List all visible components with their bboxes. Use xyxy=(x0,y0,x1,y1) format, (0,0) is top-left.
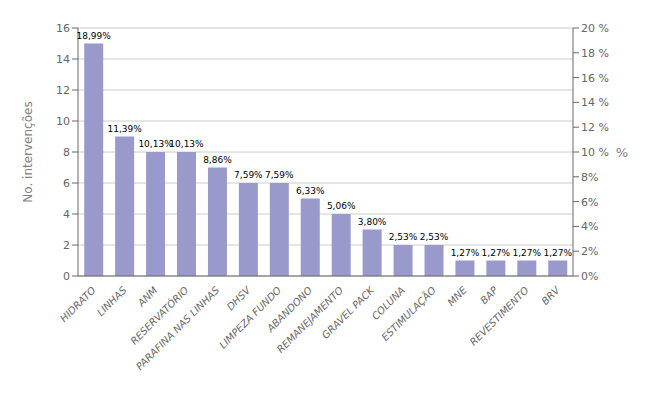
svg-text:18,99%: 18,99% xyxy=(77,31,112,41)
svg-text:6%: 6% xyxy=(581,196,598,209)
svg-text:7,59%: 7,59% xyxy=(234,170,263,180)
svg-text:BRV: BRV xyxy=(539,284,562,307)
svg-text:8,86%: 8,86% xyxy=(203,155,232,165)
svg-text:No. intervenções: No. intervenções xyxy=(21,101,35,202)
svg-text:%: % xyxy=(616,145,628,160)
svg-text:ABANDONO: ABANDONO xyxy=(264,284,315,334)
svg-text:5,06%: 5,06% xyxy=(327,201,356,211)
svg-text:REMANEJAMENTO: REMANEJAMENTO xyxy=(274,284,346,355)
svg-text:6: 6 xyxy=(63,177,70,190)
svg-text:2,53%: 2,53% xyxy=(420,232,449,242)
svg-text:GRAVEL PACK: GRAVEL PACK xyxy=(320,283,377,340)
svg-text:6,33%: 6,33% xyxy=(296,186,325,196)
svg-text:12 %: 12 % xyxy=(581,121,609,134)
svg-text:8%: 8% xyxy=(581,171,598,184)
svg-text:10: 10 xyxy=(56,115,70,128)
svg-text:20 %: 20 % xyxy=(581,22,609,35)
svg-text:16: 16 xyxy=(56,22,70,35)
svg-text:PARAFINA NAS LINHAS: PARAFINA NAS LINHAS xyxy=(134,284,222,372)
svg-text:1,27%: 1,27% xyxy=(482,248,511,258)
svg-text:LINHAS: LINHAS xyxy=(95,284,129,318)
svg-text:LIMPEZA FUNDO: LIMPEZA FUNDO xyxy=(217,284,284,351)
svg-text:7,59%: 7,59% xyxy=(265,170,294,180)
svg-text:HIDRATO: HIDRATO xyxy=(58,284,98,324)
svg-text:DHSV: DHSV xyxy=(225,284,254,313)
svg-text:3,80%: 3,80% xyxy=(358,217,387,227)
svg-text:COLUNA: COLUNA xyxy=(369,284,408,322)
svg-text:2: 2 xyxy=(63,239,70,252)
svg-text:16 %: 16 % xyxy=(581,72,609,85)
svg-text:2,53%: 2,53% xyxy=(389,232,418,242)
svg-text:10,13%: 10,13% xyxy=(169,139,204,149)
svg-text:ESTIMULAÇÃO: ESTIMULAÇÃO xyxy=(379,284,438,343)
svg-text:BAP: BAP xyxy=(478,284,500,306)
svg-text:MNE: MNE xyxy=(445,284,469,308)
svg-text:10 %: 10 % xyxy=(581,146,609,159)
svg-text:8: 8 xyxy=(63,146,70,159)
svg-text:14: 14 xyxy=(56,53,70,66)
svg-text:RESERVATÓRIO: RESERVATÓRIO xyxy=(128,284,191,347)
svg-text:ANM: ANM xyxy=(135,284,160,309)
svg-text:2%: 2% xyxy=(581,245,598,258)
svg-text:REVESTIMENTO: REVESTIMENTO xyxy=(468,284,531,347)
svg-text:0%: 0% xyxy=(581,270,598,283)
svg-text:1,27%: 1,27% xyxy=(513,248,542,258)
svg-text:10,13%: 10,13% xyxy=(138,139,173,149)
svg-text:12: 12 xyxy=(56,84,70,97)
svg-text:14 %: 14 % xyxy=(581,96,609,109)
svg-text:18 %: 18 % xyxy=(581,47,609,60)
svg-text:4: 4 xyxy=(63,208,70,221)
svg-text:1,27%: 1,27% xyxy=(543,248,572,258)
svg-text:1,27%: 1,27% xyxy=(451,248,480,258)
svg-text:11,39%: 11,39% xyxy=(107,124,142,134)
svg-text:0: 0 xyxy=(63,270,70,283)
svg-text:4%: 4% xyxy=(581,220,598,233)
